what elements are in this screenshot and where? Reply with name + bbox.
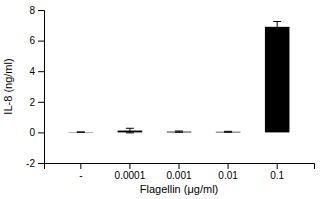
y-tick-mark	[38, 102, 44, 103]
y-tick: 4	[29, 66, 44, 77]
chart: -2 0 2 4 6 8 - 0.0001 0.001 0.01 0.1 Flagellin (μg/…	[0, 0, 326, 199]
bar	[265, 27, 290, 133]
plot: -2 0 2 4 6 8 - 0.0001 0.001 0.01 0.1	[26, 5, 314, 181]
bar	[216, 131, 241, 133]
y-tick-mark	[38, 71, 44, 72]
x-tick: 0.1	[270, 163, 284, 181]
y-tick-mark	[38, 41, 44, 42]
y-tick-label: -2	[26, 158, 35, 169]
x-tick-mark	[80, 163, 81, 169]
y-tick: 2	[29, 97, 44, 108]
error-bar	[126, 128, 134, 133]
error-bar	[175, 131, 183, 132]
y-tick: -2	[26, 158, 44, 169]
y-tick: 6	[29, 35, 44, 46]
y-tick-label: 2	[29, 97, 35, 108]
y-axis: -2 0 2 4 6 8	[26, 5, 44, 169]
x-tick: 0.01	[218, 163, 238, 181]
y-tick-mark	[38, 10, 44, 11]
y-tick: 0	[29, 127, 44, 138]
x-tick-mark	[179, 163, 180, 169]
x-tick-label: 0.001	[166, 170, 191, 181]
x-tick-label: 0.0001	[115, 170, 146, 181]
x-tick-mark	[129, 163, 130, 169]
y-axis-line	[38, 11, 45, 164]
error-bar	[224, 131, 232, 133]
bar	[69, 132, 94, 133]
x-tick: 0.0001	[115, 163, 146, 181]
error-bar	[77, 131, 85, 132]
y-tick-label: 6	[29, 35, 35, 46]
x-tick-mark	[228, 163, 229, 169]
y-tick-label: 8	[29, 5, 35, 16]
x-tick: -	[79, 163, 82, 181]
y-tick: 8	[29, 5, 44, 16]
bar	[167, 131, 192, 133]
x-axis-line	[45, 164, 315, 170]
x-tick: 0.001	[166, 163, 191, 181]
y-axis-title: IL-8 (ng/ml)	[2, 58, 14, 114]
x-axis-title: Flagellin (μg/ml)	[140, 183, 218, 195]
y-tick-label: 4	[29, 66, 35, 77]
x-tick-label: 0.1	[270, 170, 284, 181]
y-tick-mark	[38, 163, 44, 164]
y-tick-label: 0	[29, 127, 35, 138]
x-tick-label: 0.01	[218, 170, 238, 181]
y-tick-mark	[38, 132, 44, 133]
error-bar	[273, 21, 281, 32]
x-tick-label: -	[79, 170, 82, 181]
x-tick-mark	[277, 163, 278, 169]
x-axis: - 0.0001 0.001 0.01 0.1	[45, 163, 315, 181]
marks	[69, 21, 290, 132]
